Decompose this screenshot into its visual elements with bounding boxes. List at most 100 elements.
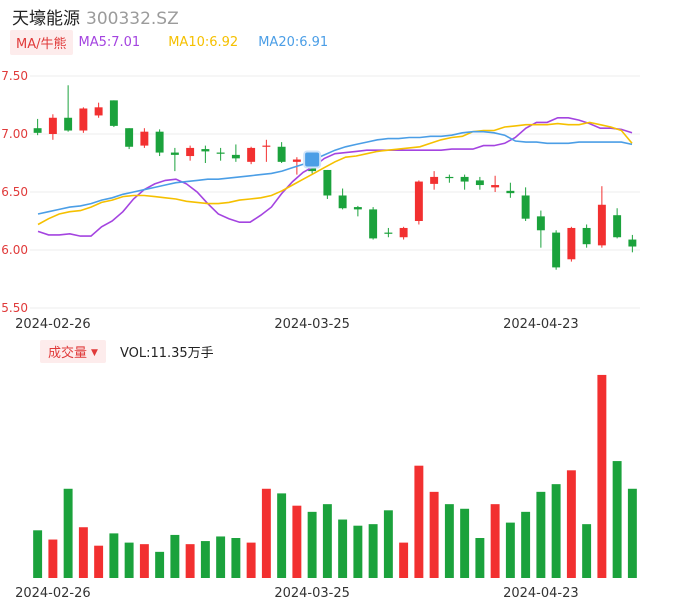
volume-bar xyxy=(292,505,302,578)
candle-body xyxy=(445,176,454,179)
candle-body xyxy=(262,145,271,147)
x-tick-label: 2024-02-26 xyxy=(15,317,91,332)
candle xyxy=(567,226,576,262)
candle-body xyxy=(292,159,301,162)
volume-bar xyxy=(94,545,104,578)
volume-x-tick-label: 2024-04-23 xyxy=(503,586,579,601)
volume-bar xyxy=(124,542,134,578)
volume-bar xyxy=(109,533,119,578)
candle-body xyxy=(506,190,515,194)
volume-bar xyxy=(170,534,180,578)
volume-bar xyxy=(277,493,287,578)
candle xyxy=(628,234,637,253)
volume-bar xyxy=(353,525,363,578)
volume-bar xyxy=(414,465,424,578)
volume-value: VOL:11.35万手 xyxy=(119,345,214,361)
volume-bar xyxy=(307,511,317,578)
candle xyxy=(430,171,439,190)
candle xyxy=(277,142,286,163)
candle-body xyxy=(369,209,378,239)
candle-body xyxy=(521,195,530,219)
volume-bar xyxy=(490,504,500,578)
candle-body xyxy=(201,149,210,152)
volume-bar xyxy=(429,491,439,578)
volume-bar xyxy=(566,470,576,578)
volume-x-tick-label: 2024-03-25 xyxy=(274,586,350,601)
candle-body xyxy=(155,131,164,153)
x-tick-label: 2024-04-23 xyxy=(503,317,579,332)
candle xyxy=(109,100,118,128)
candle xyxy=(125,128,134,150)
volume-bar xyxy=(612,461,622,578)
candle xyxy=(353,205,362,217)
volume-bar xyxy=(33,530,43,578)
volume-bar xyxy=(78,527,88,578)
stock-code: 300332.SZ xyxy=(86,9,179,29)
volume-bar xyxy=(155,551,165,578)
candle-body xyxy=(140,131,149,146)
volume-bar xyxy=(63,488,73,578)
candle-body xyxy=(170,152,179,155)
candle xyxy=(582,224,591,248)
candle-body xyxy=(94,107,103,116)
volume-bar xyxy=(383,510,393,578)
volume-bar xyxy=(582,524,592,578)
volume-bar xyxy=(627,488,637,578)
volume-x-tick-label: 2024-02-26 xyxy=(15,586,91,601)
candle-body xyxy=(628,239,637,247)
candle xyxy=(48,114,57,140)
volume-bar xyxy=(505,522,515,578)
volume-bar xyxy=(444,504,454,578)
ma20-line xyxy=(37,130,633,215)
volume-bar xyxy=(551,484,561,578)
candle xyxy=(323,169,332,199)
ma-toggle-button[interactable]: MA/牛熊 xyxy=(10,29,73,55)
volume-bar xyxy=(597,374,607,578)
candle xyxy=(186,145,195,161)
candle-body xyxy=(613,215,622,238)
candle-body xyxy=(323,169,332,196)
candle-body xyxy=(277,146,286,162)
candle-body xyxy=(64,117,73,131)
candle xyxy=(521,187,530,221)
candle xyxy=(506,182,515,198)
candle xyxy=(597,186,606,248)
candle-body xyxy=(48,117,57,134)
candle xyxy=(94,102,103,118)
candle xyxy=(445,174,454,183)
candle-body xyxy=(536,216,545,231)
candle-body xyxy=(597,204,606,246)
dropdown-triangle-icon: ▼ xyxy=(91,348,98,358)
volume-bar xyxy=(200,541,210,578)
candle xyxy=(231,144,240,162)
candle-body xyxy=(430,176,439,184)
candle-body xyxy=(247,147,256,162)
x-tick-label: 2024-03-25 xyxy=(274,317,350,332)
candle xyxy=(491,175,500,192)
candle xyxy=(247,146,256,165)
candle xyxy=(460,174,469,190)
candle xyxy=(79,107,88,133)
volume-bar xyxy=(399,542,409,578)
y-tick-label: 7.50 xyxy=(1,69,28,83)
candle xyxy=(552,230,561,270)
candle-body xyxy=(109,100,118,126)
candle xyxy=(262,139,271,162)
ma-legend: MA/牛熊 MA5:7.01 MA10:6.92 MA20:6.91 xyxy=(10,29,348,55)
volume-toggle-button[interactable]: 成交量 ▼ xyxy=(40,339,106,363)
candle-body xyxy=(231,154,240,159)
candle xyxy=(613,208,622,239)
volume-bar xyxy=(231,538,241,578)
candle-body xyxy=(384,232,393,234)
volume-bar xyxy=(322,504,332,578)
candle xyxy=(414,180,423,225)
volume-bar xyxy=(261,488,271,578)
candle-body xyxy=(414,181,423,221)
candle xyxy=(384,227,393,238)
y-tick-label: 7.00 xyxy=(1,127,28,141)
ma10-label: MA10:6.92 xyxy=(168,34,239,50)
event-marker-icon xyxy=(303,150,322,169)
candle xyxy=(216,147,225,161)
candle-body xyxy=(475,180,484,186)
